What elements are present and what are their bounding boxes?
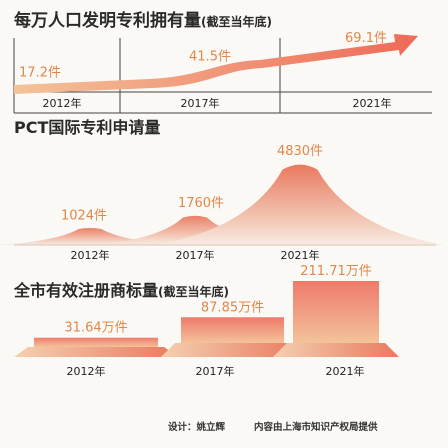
chart1-year-label: 2012年 xyxy=(43,96,82,110)
chart1-year-label: 2017年 xyxy=(181,96,220,110)
chart3-year-label: 2012年 xyxy=(67,364,106,378)
chart1-value-label: 41.5件 xyxy=(189,49,231,64)
chart1-growth-arrow xyxy=(14,34,418,94)
chart1-value-label: 69.1件 xyxy=(345,31,387,46)
chart3-value-label: 31.64万件 xyxy=(64,321,127,336)
chart3-bar-base xyxy=(14,347,178,357)
chart2-value-label: 1760件 xyxy=(178,196,224,211)
chart2-mountains xyxy=(0,164,445,245)
chart3-title: 全市有效注册商标量(截至当年底) xyxy=(13,281,229,300)
chart2-title: PCT国际专利申请量 xyxy=(14,118,160,137)
chart2-year-label: 2012年 xyxy=(71,248,110,262)
chart2-year-label: 2017年 xyxy=(176,248,215,262)
chart2-value-label: 1024件 xyxy=(61,209,107,224)
chart1-year-label: 2021年 xyxy=(353,96,392,110)
chart2-value-label: 4830件 xyxy=(277,144,323,159)
chart1-frame xyxy=(13,38,432,114)
chart1-value-label: 17.2件 xyxy=(19,66,61,81)
chart3-bar xyxy=(293,281,379,343)
chart3-bar xyxy=(34,337,158,347)
chart3-year-label: 2021年 xyxy=(326,364,365,378)
chart2-year-label: 2021年 xyxy=(281,248,320,262)
chart3-bars xyxy=(14,281,399,357)
chart3-bar-base xyxy=(161,343,304,357)
design-credit: 设计：姚立辉 xyxy=(168,421,226,433)
chart3-value-label: 87.85万件 xyxy=(201,300,264,315)
chart3-value-label: 211.71万件 xyxy=(300,264,372,279)
chart1-title: 每万人口发明专利拥有量(截至当年底) xyxy=(14,10,272,31)
chart2-mountain xyxy=(155,164,445,245)
chart3-year-label: 2017年 xyxy=(196,364,235,378)
source-credit: 内容由上海市知识产权局提供 xyxy=(254,421,378,433)
chart3-bar-base xyxy=(273,343,399,357)
chart3-bar xyxy=(181,317,284,343)
